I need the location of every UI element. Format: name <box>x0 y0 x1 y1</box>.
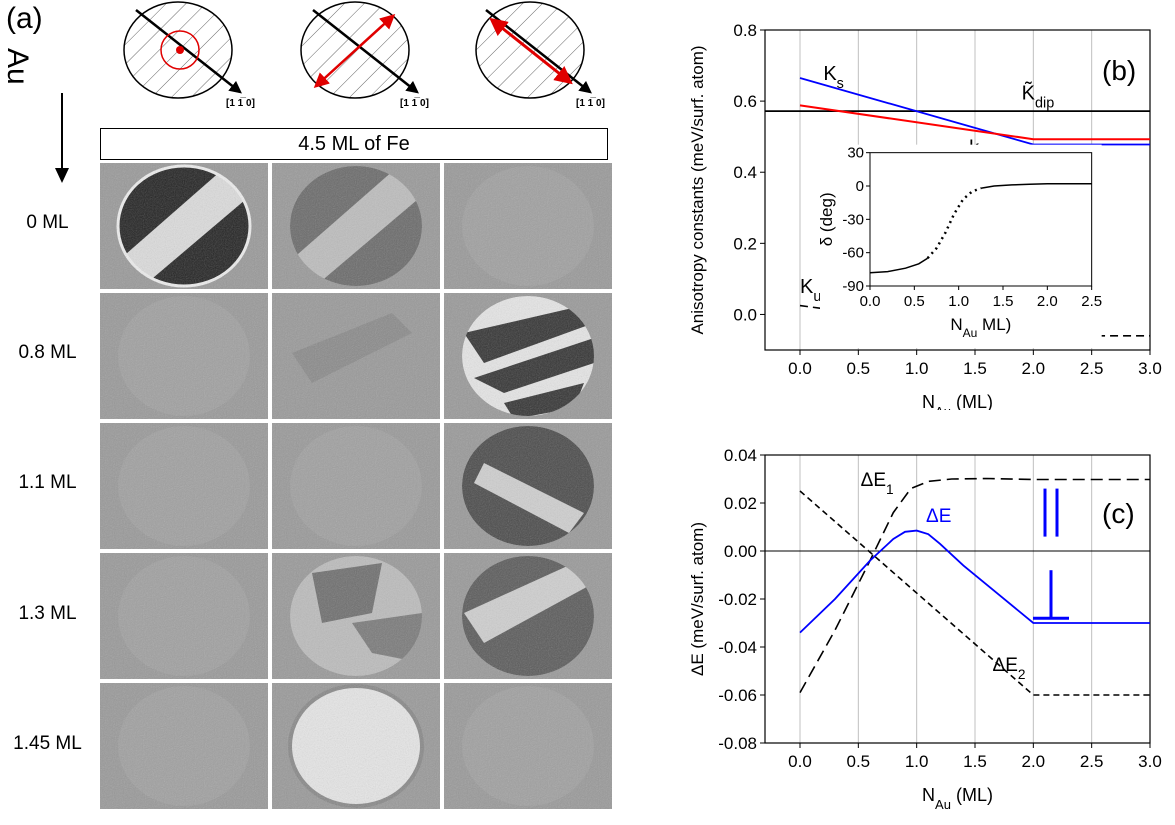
c-xtick-label-0: 0.0 <box>788 752 812 771</box>
c-series-de2-line <box>799 490 1150 696</box>
fe-banner: 4.5 ML of Fe <box>100 128 608 160</box>
c-frame <box>764 454 1151 744</box>
c-panel-label: (c) <box>1102 498 1135 529</box>
c-xtick-label-1: 0.5 <box>847 752 871 771</box>
b-xlabel: NAu (ML) <box>922 392 993 410</box>
c-ytick-label-0: 0.04 <box>724 446 757 465</box>
c-label-de1: ΔE1 <box>861 470 894 497</box>
b-panel-label: (b) <box>1102 55 1136 86</box>
b-ylabel: Anisotropy constants (meV/surf. atom) <box>688 45 707 334</box>
c-xtick-label-4: 2.0 <box>1022 752 1046 771</box>
b-xtick-label-4: 2.0 <box>1022 359 1046 378</box>
image-tile-r0-c1 <box>272 163 440 289</box>
image-tile-r1-c1 <box>272 293 440 419</box>
panel-a-label: (a) <box>6 2 43 35</box>
c-ytick-label-5: -0.06 <box>718 686 757 705</box>
image-tile-r3-c1 <box>272 553 440 679</box>
row-label-0: 0 ML <box>26 212 69 233</box>
c-ytick-label-6: -0.08 <box>718 734 757 753</box>
row-label-1: 0.8 ML <box>18 342 77 363</box>
diagram-1 <box>123 1 242 99</box>
b-xtick-label-1: 0.5 <box>847 359 871 378</box>
b-ytick-label-0: 0.8 <box>733 21 757 40</box>
diagram-2 <box>300 1 419 99</box>
domain-image-grid <box>100 163 612 809</box>
b-inset-curve-b <box>980 183 1092 189</box>
row-label-4: 1.45 ML <box>13 733 82 754</box>
c-xlabel: NAu (ML) <box>922 785 993 812</box>
image-tile-r0-c2 <box>444 163 612 289</box>
row-label-3: 1.3 ML <box>18 603 77 624</box>
row-label-2: 1.1 ML <box>18 472 77 493</box>
image-tile-r4-c1 <box>272 683 440 809</box>
b-ytick-label-4: 0.0 <box>733 305 757 324</box>
b-frame <box>764 29 1151 351</box>
c-ylabel: ΔE (meV/surf. atom) <box>688 522 707 676</box>
b-inset-ytick-label-0: 30 <box>847 145 864 162</box>
c-ytick-label-3: -0.02 <box>718 590 757 609</box>
b-inset-xtick-label-0: 0.0 <box>860 293 881 310</box>
image-tile-r2-c2 <box>444 423 612 549</box>
image-tile-r1-c0 <box>100 293 268 419</box>
image-tile-r4-c2 <box>444 683 612 809</box>
diagram-3 <box>475 1 592 99</box>
au-label: Au <box>1 48 34 85</box>
b-ytick-label-2: 0.4 <box>733 163 757 182</box>
b-inset-xtick-label-3: 1.5 <box>993 293 1014 310</box>
b-ytick-label-1: 0.6 <box>733 92 757 111</box>
c-xtick-label-2: 1.0 <box>905 752 929 771</box>
direction-label-1: [1 1̅ 0] <box>226 97 255 109</box>
b-inset-ytick-label-4: -90 <box>842 278 864 295</box>
b-xtick-label-5: 2.5 <box>1080 359 1104 378</box>
c-ytick-label-1: 0.02 <box>724 494 757 513</box>
panel-a: (a) Au <box>1 1 612 809</box>
au-arrow <box>55 93 69 183</box>
b-inset-ylabel: δ (deg) <box>817 192 836 246</box>
chart-c: 0.0 0.5 1.0 1.5 2.0 2.5 3.0 0.04 0.02 0.00 -0.02 -0… <box>688 446 1162 812</box>
direction-label-3: [1 1̅ 0] <box>576 97 605 109</box>
c-ytick-label-2: 0.00 <box>724 542 757 561</box>
b-inset-xtick-label-4: 2.0 <box>1037 293 1058 310</box>
direction-label-2: [1 1̅ 0] <box>400 97 429 109</box>
c-xtick-label-6: 3.0 <box>1138 752 1162 771</box>
image-tile-r0-c0 <box>100 163 268 289</box>
image-tile-r2-c0 <box>100 423 268 549</box>
b-xtick-label-6: 3.0 <box>1138 359 1162 378</box>
orientation-diagrams: [1 1̅ 0] [1 1̅ 0] [1 1̅ 0] <box>123 1 605 109</box>
c-label-de2: ΔE2 <box>993 655 1026 682</box>
b-inset-bg <box>820 144 1102 348</box>
c-ytick-label-4: -0.04 <box>718 638 757 657</box>
image-tile-r4-c0 <box>100 683 268 809</box>
b-xtick-label-0: 0.0 <box>788 359 812 378</box>
b-label-ku: Ku <box>800 276 821 305</box>
b-series-ksp-line <box>799 104 1150 141</box>
b-inset-ytick-label-2: -30 <box>842 211 864 228</box>
b-inset-curve-a <box>869 257 929 274</box>
c-label-de: ΔE <box>926 506 951 527</box>
b-inset-xtick-label-2: 1.0 <box>948 293 969 310</box>
b-inset-ytick-label-1: 0 <box>856 178 864 195</box>
b-inset-xtick-label-1: 0.5 <box>904 293 925 310</box>
image-tile-r2-c1 <box>272 423 440 549</box>
b-inset-curve-dotted <box>926 187 982 260</box>
c-xtick-label-3: 1.5 <box>963 752 987 771</box>
b-inset-xtick-label-5: 2.5 <box>1081 293 1102 310</box>
image-tile-r3-c0 <box>100 553 268 679</box>
b-xtick-label-2: 1.0 <box>905 359 929 378</box>
c-xtick-label-5: 2.5 <box>1080 752 1104 771</box>
image-tile-r3-c2 <box>444 553 612 679</box>
b-label-kdip: K̃dip <box>1022 81 1055 111</box>
image-tile-r1-c2 <box>444 293 612 419</box>
b-series-ks-line <box>799 77 1150 146</box>
b-ytick-label-3: 0.2 <box>733 234 757 253</box>
b-xtick-label-3: 1.5 <box>963 359 987 378</box>
chart-b: 0.0 0.5 1.0 1.5 2.0 2.5 3.0 0.8 0.6 0.4 0.2 0.0 NAu … <box>688 21 1162 410</box>
b-inset-ytick-label-3: -60 <box>842 245 864 262</box>
c-series-de-line <box>799 529 1150 634</box>
